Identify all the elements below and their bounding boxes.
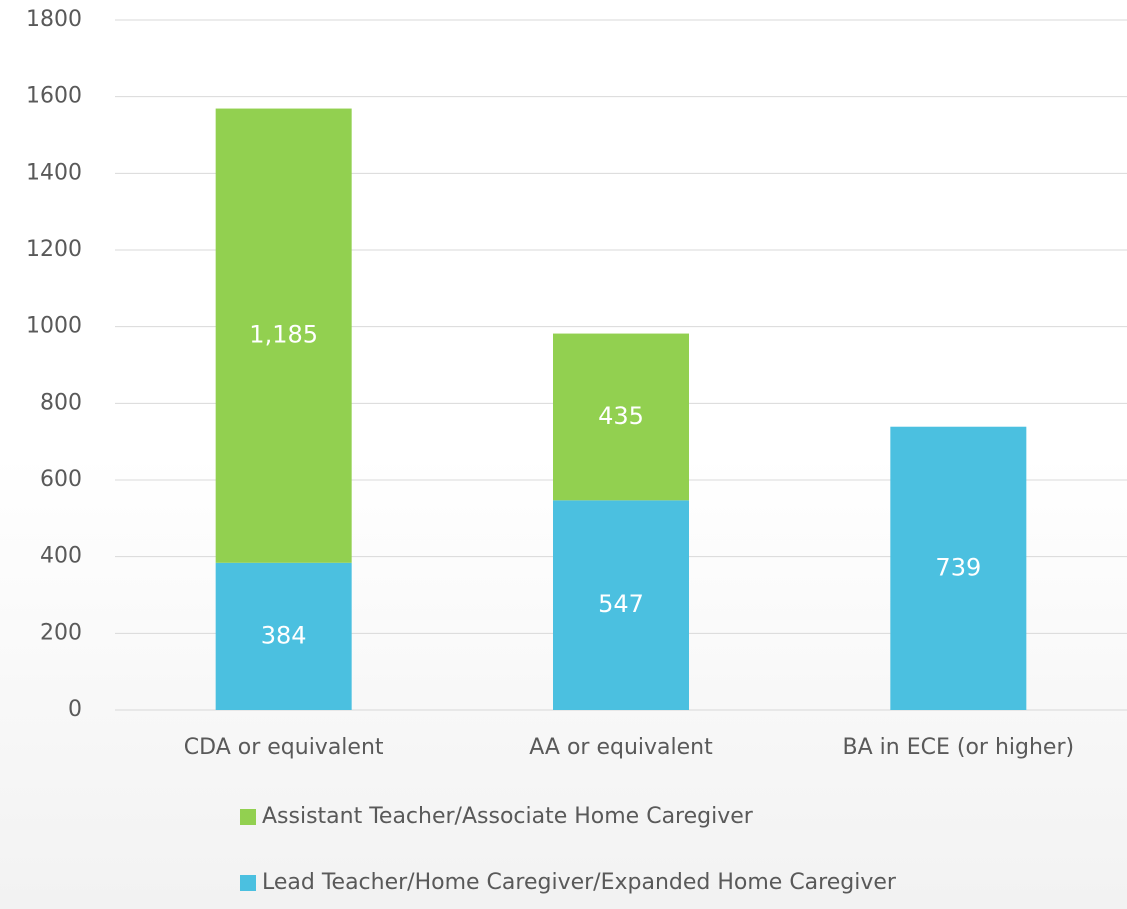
y-tick-label: 400	[40, 544, 82, 569]
y-tick-label: 1200	[26, 237, 82, 262]
value-label: 1,185	[249, 321, 318, 349]
bar-segment	[215, 108, 352, 563]
value-label: 435	[598, 402, 644, 430]
y-tick-label: 800	[40, 390, 82, 415]
legend-swatch	[240, 875, 256, 891]
y-tick-label: 600	[40, 467, 82, 492]
bar-segment	[553, 500, 689, 710]
value-label: 739	[935, 553, 981, 581]
x-tick-label: AA or equivalent	[529, 735, 713, 760]
legend-label: Lead Teacher/Home Caregiver/Expanded Hom…	[262, 870, 897, 895]
y-tick-label: 0	[68, 697, 82, 722]
legend-label: Assistant Teacher/Associate Home Caregiv…	[262, 804, 754, 829]
x-tick-label: CDA or equivalent	[184, 735, 384, 760]
value-label: 547	[598, 590, 644, 618]
y-tick-label: 1800	[26, 7, 82, 32]
x-tick-label: BA in ECE (or higher)	[843, 735, 1075, 760]
y-tick-label: 1400	[26, 160, 82, 185]
y-tick-label: 1000	[26, 314, 82, 339]
y-tick-label: 1600	[26, 84, 82, 109]
bar-segment	[553, 333, 689, 501]
bar-segment	[215, 562, 352, 710]
bar-segment	[890, 426, 1027, 710]
legend-swatch	[240, 809, 256, 825]
y-tick-label: 200	[40, 620, 82, 645]
value-label: 384	[261, 621, 307, 649]
